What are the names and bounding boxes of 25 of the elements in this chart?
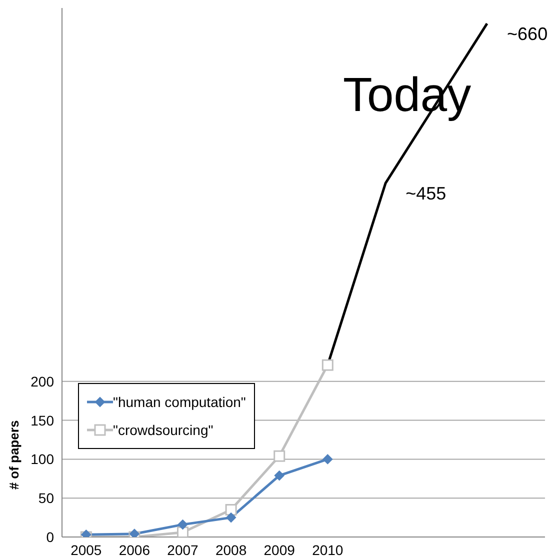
- x-tick-label: 2006: [118, 542, 150, 556]
- point: [322, 359, 334, 371]
- point: [322, 454, 333, 464]
- x-tick-label: 2005: [70, 542, 102, 556]
- x-tick-label: 2009: [264, 542, 296, 556]
- point: [177, 526, 188, 537]
- y-tick-label: 0: [46, 528, 54, 545]
- point: [274, 450, 286, 462]
- y-tick-label: 50: [38, 490, 54, 506]
- annotation: ~660: [507, 24, 548, 44]
- legend-label: "human computation": [113, 394, 246, 410]
- y-axis-title: # of papers: [6, 420, 22, 490]
- point: [225, 504, 237, 516]
- x-tick-label: 2007: [167, 542, 199, 556]
- point: [274, 470, 284, 481]
- y-tick-label: 150: [30, 412, 54, 428]
- point: [178, 520, 188, 530]
- annotation: ~455: [406, 183, 446, 204]
- x-tick-label: 2010: [312, 542, 344, 556]
- x-tick-label: 2008: [215, 542, 247, 556]
- point: [129, 528, 140, 537]
- point: [226, 512, 236, 523]
- legend-label: "crowdsourcing": [113, 422, 214, 438]
- y-tick-label: 200: [30, 373, 54, 390]
- y-tick-label: 100: [30, 451, 54, 468]
